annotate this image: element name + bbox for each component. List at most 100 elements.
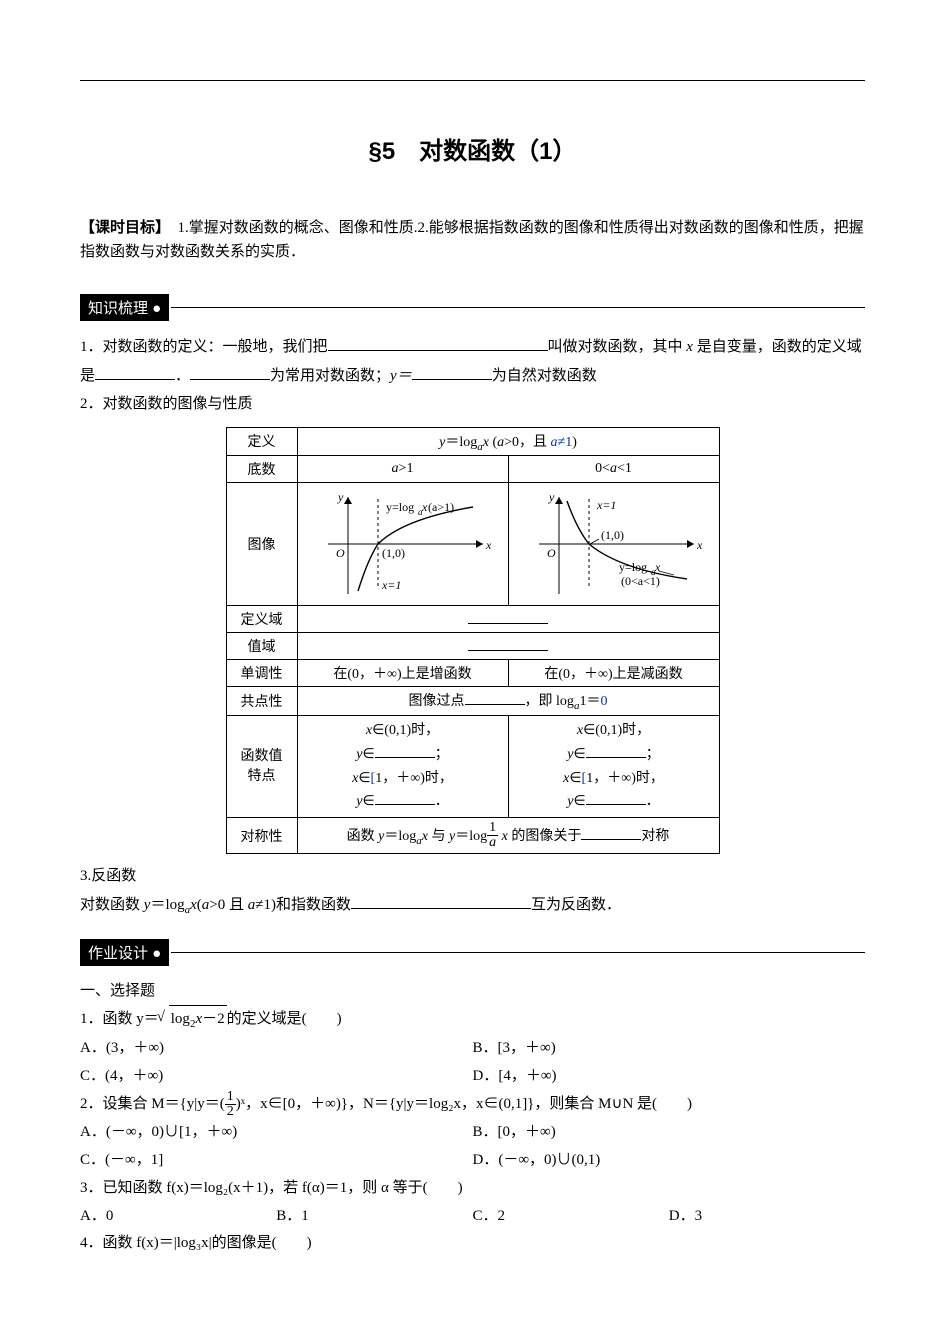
k3-title: 3.反函数	[80, 868, 136, 884]
q4-stem: 4．函数 f(x)＝|log₃x|的图像是( )	[80, 1235, 312, 1251]
svg-text:x: x	[696, 538, 703, 552]
section-tag-hw: 作业设计 ●	[80, 939, 169, 966]
section-line	[171, 952, 865, 953]
q2-stem-a: 2．设集合 M＝{y|y＝(	[80, 1096, 225, 1112]
row-mono-right: 在(0，＋∞)上是减函数	[508, 660, 719, 687]
exercises: 一、选择题 1．函数 y＝log2x－2的定义域是( ) A．(3，＋∞) B．…	[80, 978, 865, 1258]
blank	[351, 893, 531, 909]
q2-D: D．(－∞，0)∪(0,1)	[473, 1147, 866, 1175]
q3: 3．已知函数 f(x)＝log₂(x＋1)，若 f(α)＝1，则 α 等于( )…	[80, 1175, 865, 1231]
q4: 4．函数 f(x)＝|log₃x|的图像是( )	[80, 1230, 865, 1258]
blank	[581, 825, 641, 840]
svg-text:x: x	[654, 560, 661, 574]
q2-options: A．(－∞，0)∪[1，＋∞) B．[0，＋∞) C．(－∞，1] D．(－∞，…	[80, 1119, 865, 1175]
svg-text:y: y	[337, 490, 344, 504]
q3-D: D．3	[669, 1203, 865, 1231]
row-graph-label: 图像	[226, 483, 297, 606]
log-graph-a-gt-1: x y O y=log a x (a>1) (1,0) x=1	[308, 489, 498, 599]
k1-mid1: 叫做对数函数，其中	[548, 339, 687, 355]
row-def-value: y＝logax (a>0，且 a≠1)	[297, 427, 719, 456]
blank	[95, 364, 175, 380]
section-tag-hw-text: 作业设计	[88, 945, 148, 962]
section-header-hw: 作业设计 ●	[80, 939, 865, 966]
svg-text:O: O	[336, 546, 345, 560]
q1-stem-a: 1．函数 y＝	[80, 1011, 159, 1027]
row-domain-value	[297, 606, 719, 633]
row-range-label: 值域	[226, 633, 297, 660]
section-line	[171, 307, 865, 308]
q1-options: A．(3，＋∞) B．[3，＋∞) C．(4，＋∞) D．[4，＋∞)	[80, 1035, 865, 1091]
common-b: ，即 loga1＝0	[525, 694, 608, 709]
svg-text:x=1: x=1	[381, 578, 401, 592]
q3-A: A．0	[80, 1203, 276, 1231]
row-valfeat-label: 函数值特点	[226, 716, 297, 818]
top-rule	[80, 80, 865, 81]
sym-den: a	[487, 836, 498, 850]
blank	[468, 609, 548, 624]
graph-right: x y O x=1 (1,0) y=log a x (0<a<1)	[508, 483, 719, 606]
k1-mid5: 为自然对数函数	[492, 368, 597, 384]
q2-A: A．(－∞，0)∪[1，＋∞)	[80, 1119, 473, 1147]
row-sym-label: 对称性	[226, 818, 297, 854]
hw-subtitle: 一、选择题	[80, 978, 865, 1006]
row-base-right: 0<a<1	[508, 456, 719, 483]
blank	[412, 364, 492, 380]
blank	[190, 364, 270, 380]
section-header-knowledge: 知识梳理 ●	[80, 294, 865, 321]
q1-D: D．[4，＋∞)	[473, 1063, 866, 1091]
lesson-goal: 【课时目标】 1.掌握对数函数的概念、图像和性质.2.能够根据指数函数的图像和性…	[80, 216, 865, 264]
svg-text:x=1: x=1	[596, 498, 616, 512]
row-def-label: 定义	[226, 427, 297, 456]
svg-text:(1,0): (1,0)	[382, 546, 405, 560]
q1-C: C．(4，＋∞)	[80, 1063, 473, 1091]
svg-text:(a>1): (a>1)	[428, 500, 454, 514]
q1-B: B．[3，＋∞)	[473, 1035, 866, 1063]
blank	[465, 690, 525, 705]
k1-mid4: 为常用对数函数；	[270, 368, 390, 384]
page: §5 对数函数（1） 【课时目标】 1.掌握对数函数的概念、图像和性质.2.能够…	[0, 0, 945, 1318]
row-valfeat-left: x∈(0,1)时， y∈； x∈[1，＋∞)时， y∈．	[297, 716, 508, 818]
row-base-label: 底数	[226, 456, 297, 483]
goal-text: 1.掌握对数函数的概念、图像和性质.2.能够根据指数函数的图像和性质得出对数函数…	[80, 220, 864, 260]
row-domain-label: 定义域	[226, 606, 297, 633]
q3-B: B．1	[276, 1203, 472, 1231]
q1-A: A．(3，＋∞)	[80, 1035, 473, 1063]
row-mono-left: 在(0，＋∞)上是增函数	[297, 660, 508, 687]
k3-a: 对数函数 y＝logax(a>0 且 a≠1)和指数函数	[80, 897, 351, 913]
sym-num: 1	[487, 821, 498, 836]
q2-stem-b: )ˣ，x∈[0，＋∞)}，N＝{y|y＝log₂x，x∈(0,1]}，则集合 M…	[236, 1096, 692, 1112]
blank	[586, 743, 646, 758]
page-title: §5 对数函数（1）	[80, 131, 865, 166]
k3: 3.反函数 对数函数 y＝logax(a>0 且 a≠1)和指数函数 互为反函数．	[80, 862, 865, 920]
k1-y: y＝	[390, 368, 412, 384]
row-range-value	[297, 633, 719, 660]
svg-text:x: x	[421, 500, 428, 514]
svg-text:y=log: y=log	[619, 560, 647, 574]
q2-C: C．(－∞，1]	[80, 1147, 473, 1175]
k1-prefix: 1．对数函数的定义：一般地，我们把	[80, 339, 328, 355]
q2-B: B．[0，＋∞)	[473, 1119, 866, 1147]
q1: 1．函数 y＝log2x－2的定义域是( ) A．(3，＋∞) B．[3，＋∞)…	[80, 1005, 865, 1090]
q3-options: A．0 B．1 C．2 D．3	[80, 1203, 865, 1231]
row-common-value: 图像过点 ，即 loga1＝0	[297, 687, 719, 716]
svg-text:x: x	[485, 538, 492, 552]
blank	[328, 335, 548, 351]
blank	[586, 790, 646, 805]
q1-stem-b: 的定义域是( )	[227, 1011, 342, 1027]
sqrt: log2x－2	[159, 1005, 227, 1034]
q3-C: C．2	[473, 1203, 669, 1231]
svg-text:O: O	[547, 546, 556, 560]
row-mono-label: 单调性	[226, 660, 297, 687]
q2-frac-num: 1	[225, 1090, 236, 1105]
section-tag-knowledge: 知识梳理 ●	[80, 294, 169, 321]
blank	[468, 636, 548, 651]
blank	[375, 743, 435, 758]
common-a: 图像过点	[409, 694, 465, 709]
graph-left: x y O y=log a x (a>1) (1,0) x=1	[297, 483, 508, 606]
k3-b: 互为反函数．	[531, 897, 621, 913]
svg-text:(1,0): (1,0)	[601, 528, 624, 542]
property-table: 定义 y＝logax (a>0，且 a≠1) 底数 a>1 0<a<1 图像 x…	[226, 427, 720, 855]
svg-text:(0<a<1): (0<a<1)	[621, 574, 660, 588]
row-sym-value: 函数 y＝logax 与 y＝log1a x 的图像关于对称	[297, 818, 719, 854]
svg-text:y: y	[548, 490, 555, 504]
